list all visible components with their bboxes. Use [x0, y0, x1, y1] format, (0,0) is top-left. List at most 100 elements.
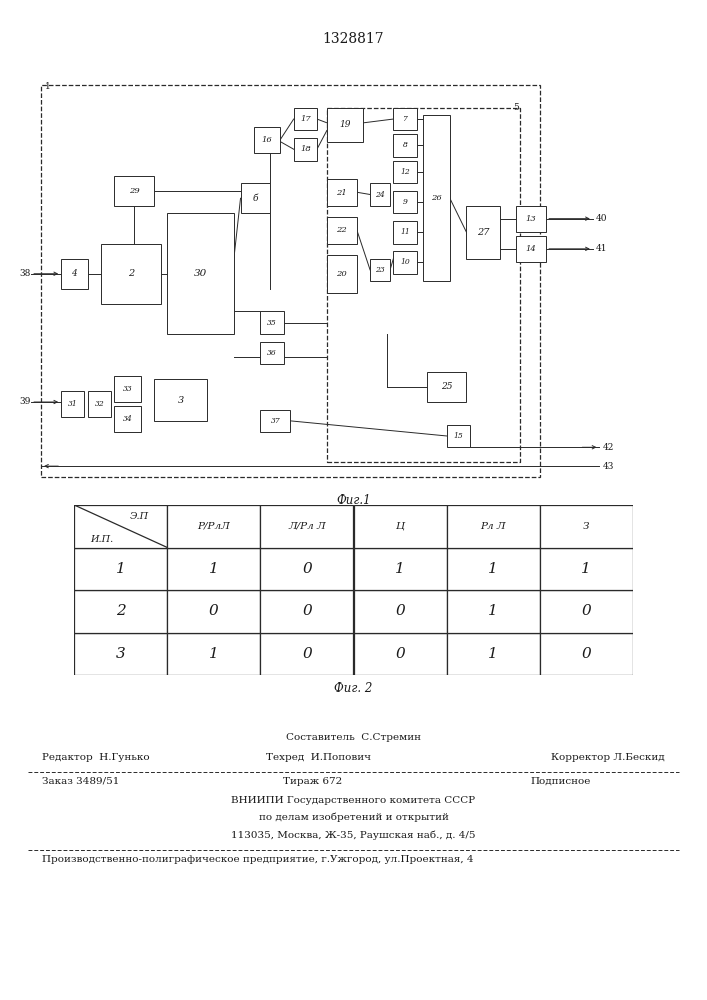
Text: 42: 42 — [602, 443, 614, 452]
Bar — [354, 633, 447, 675]
Text: Тираж 672: Тираж 672 — [283, 777, 342, 786]
Text: 32: 32 — [95, 400, 104, 408]
Bar — [260, 342, 284, 364]
Text: Составитель  С.Стремин: Составитель С.Стремин — [286, 733, 421, 742]
Bar — [354, 505, 447, 548]
Text: Фиг. 2: Фиг. 2 — [334, 682, 373, 695]
Text: 1: 1 — [395, 562, 405, 576]
Bar — [61, 391, 84, 417]
Text: 0: 0 — [302, 562, 312, 576]
Bar — [426, 372, 467, 402]
Text: Ц: Ц — [395, 522, 404, 531]
Bar — [327, 217, 357, 244]
Bar — [168, 633, 260, 675]
Text: 5: 5 — [513, 103, 519, 112]
Text: 1328817: 1328817 — [322, 32, 385, 46]
Bar — [74, 505, 168, 548]
Text: 15: 15 — [453, 432, 463, 440]
Bar — [260, 548, 354, 590]
Bar — [539, 505, 633, 548]
Bar — [115, 406, 141, 432]
Text: 0: 0 — [209, 604, 218, 618]
Bar — [88, 391, 111, 417]
Bar — [447, 425, 469, 447]
Bar — [168, 590, 260, 633]
Text: 13: 13 — [526, 215, 537, 223]
Text: 37: 37 — [271, 417, 280, 425]
Text: 1: 1 — [209, 562, 218, 576]
Bar — [115, 176, 154, 206]
Text: 3: 3 — [116, 647, 126, 661]
Bar — [260, 311, 284, 334]
Bar — [240, 183, 270, 213]
Bar — [423, 115, 450, 281]
Text: 113035, Москва, Ж-35, Раушская наб., д. 4/5: 113035, Москва, Ж-35, Раушская наб., д. … — [231, 830, 476, 840]
Bar — [168, 548, 260, 590]
Text: 2: 2 — [128, 269, 134, 278]
Text: 14: 14 — [526, 245, 537, 253]
Bar — [115, 376, 141, 402]
Bar — [293, 138, 317, 161]
Bar — [516, 236, 547, 262]
Text: 16: 16 — [262, 136, 272, 144]
Bar — [327, 255, 357, 293]
Bar — [539, 633, 633, 675]
Text: 20: 20 — [337, 270, 347, 278]
Text: б: б — [252, 194, 258, 203]
Text: 24: 24 — [375, 191, 385, 199]
Text: 18: 18 — [300, 145, 310, 153]
Text: 10: 10 — [400, 258, 410, 266]
Bar — [393, 251, 416, 274]
Text: 9: 9 — [402, 198, 407, 206]
Bar — [327, 179, 357, 206]
Text: Э.П: Э.П — [130, 512, 149, 521]
Text: 33: 33 — [123, 385, 132, 393]
Text: 4: 4 — [71, 269, 77, 278]
Bar — [260, 410, 291, 432]
Bar — [393, 191, 416, 213]
Bar — [354, 548, 447, 590]
Text: 31: 31 — [68, 400, 78, 408]
Text: 43: 43 — [602, 462, 614, 471]
Text: 1: 1 — [209, 647, 218, 661]
Text: 35: 35 — [267, 319, 277, 327]
Bar — [260, 590, 354, 633]
Bar — [447, 590, 539, 633]
Bar — [327, 108, 520, 462]
Text: 23: 23 — [375, 266, 385, 274]
Text: 27: 27 — [477, 228, 489, 237]
Text: 1: 1 — [45, 82, 50, 91]
Text: З: З — [583, 522, 590, 531]
Text: ВНИИПИ Государственного комитета СССР: ВНИИПИ Государственного комитета СССР — [231, 796, 476, 805]
Text: 30: 30 — [194, 269, 207, 278]
Text: Л/Рл Л: Л/Рл Л — [288, 522, 326, 531]
Bar — [447, 548, 539, 590]
Text: Производственно-полиграфическое предприятие, г.Ужгород, ул.Проектная, 4: Производственно-полиграфическое предприя… — [42, 855, 474, 864]
Text: Рл Л: Рл Л — [480, 522, 506, 531]
Text: 1: 1 — [581, 562, 591, 576]
Bar — [467, 206, 500, 259]
Text: 12: 12 — [400, 168, 410, 176]
Text: 0: 0 — [302, 647, 312, 661]
Bar — [74, 633, 168, 675]
Bar — [41, 85, 539, 477]
Bar — [74, 548, 168, 590]
Bar — [354, 590, 447, 633]
Text: Редактор  Н.Гунько: Редактор Н.Гунько — [42, 753, 150, 762]
Bar — [539, 548, 633, 590]
Text: 38: 38 — [20, 269, 31, 278]
Text: 0: 0 — [581, 604, 591, 618]
Text: по делам изобретений и открытий: по делам изобретений и открытий — [259, 813, 448, 822]
Bar — [74, 590, 168, 633]
Text: 1: 1 — [489, 604, 498, 618]
Bar — [393, 221, 416, 244]
Text: Фиг.1: Фиг.1 — [337, 494, 370, 507]
Bar — [260, 633, 354, 675]
Text: 0: 0 — [395, 647, 405, 661]
Bar — [393, 108, 416, 130]
Text: 41: 41 — [596, 244, 607, 253]
Bar — [370, 259, 390, 281]
Text: 36: 36 — [267, 349, 277, 357]
Bar — [293, 108, 317, 130]
Text: 34: 34 — [123, 415, 132, 423]
